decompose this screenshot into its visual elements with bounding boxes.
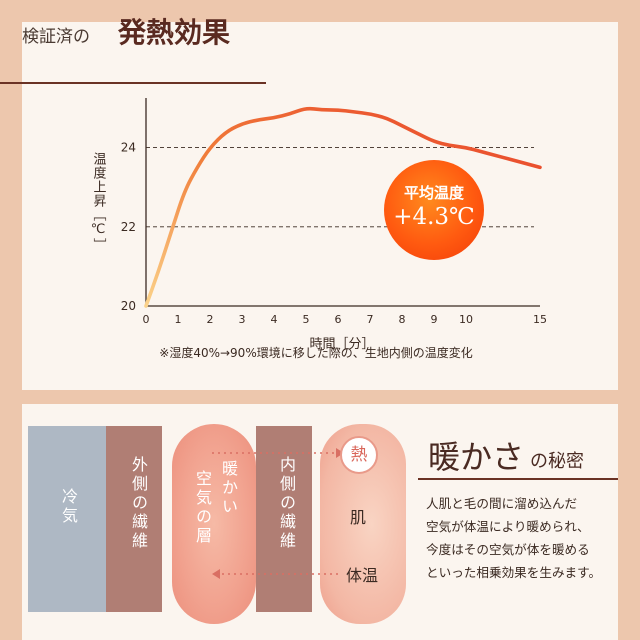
x-tick-label: 5 (303, 313, 310, 326)
section-title: 暖かさ (428, 438, 525, 476)
x-tick-label: 8 (399, 313, 406, 326)
inner-fiber-layer (256, 426, 312, 612)
badge-value: +4.3℃ (393, 204, 475, 230)
heat-icon: 熱 (340, 436, 378, 474)
average-temperature-badge: 平均温度 +4.3℃ (384, 160, 484, 260)
x-tick-label: 2 (207, 313, 214, 326)
description: 人肌と毛の間に溜め込んだ 空気が体温により暖められ、 今度はその空気が体を暖める… (426, 492, 620, 584)
title-prefix: 検証済の (22, 27, 90, 47)
description-line: 今度はその空気が体を暖める (426, 542, 590, 557)
temperature-chart: 20 22 24 0 1 2 3 4 5 6 7 8 9 10 15 時間［分］ 温度上昇［℃］ (91, 98, 547, 352)
page-title: 発熱効果 (118, 16, 231, 49)
x-tick-label: 3 (239, 313, 246, 326)
section-title-sub: の秘密 (530, 451, 584, 472)
badge-label: 平均温度 (403, 184, 464, 202)
x-tick-label: 6 (335, 313, 342, 326)
title-underline (0, 82, 266, 84)
description-line: 空気が体温により暖められ、 (426, 519, 590, 534)
y-tick-label: 24 (121, 141, 136, 155)
x-tick-label: 4 (271, 313, 278, 326)
cold-air-label: 冷気 (59, 488, 78, 526)
y-tick-label: 22 (121, 220, 136, 234)
x-tick-label: 1 (175, 313, 182, 326)
chart-caption: ※湿度40%→90%環境に移した際の、生地内側の温度変化 (159, 346, 473, 360)
y-tick-label: 20 (121, 299, 136, 313)
arrow-to-warm-layer (212, 569, 338, 579)
warm-layer-label-line2: 空気の層 (193, 470, 212, 546)
x-tick-label: 10 (459, 313, 473, 326)
description-line: 人肌と毛の間に溜め込んだ (426, 496, 578, 511)
body-temp-label: 体温 (346, 566, 379, 585)
temperature-line (144, 106, 542, 308)
x-tick-label: 0 (143, 313, 150, 326)
x-tick-label: 7 (367, 313, 374, 326)
y-axis-label: 温度上昇［℃］ (91, 152, 107, 252)
skin-label: 肌 (350, 508, 367, 527)
outer-fiber-label: 外側の繊維 (129, 456, 148, 551)
inner-fiber-label: 内側の繊維 (277, 456, 296, 551)
outer-fiber-layer (106, 426, 162, 612)
x-tick-label: 9 (431, 313, 438, 326)
arrow-to-skin (212, 448, 344, 458)
x-tick-label: 15 (533, 313, 547, 326)
warm-air-layer (172, 424, 256, 624)
x-axis-label: 時間［分］ (309, 337, 374, 352)
section-underline (418, 478, 618, 480)
description-line: といった相乗効果を生みます。 (426, 565, 602, 580)
cold-air-layer (28, 426, 106, 612)
warm-layer-label-line1: 暖かい (219, 460, 238, 517)
